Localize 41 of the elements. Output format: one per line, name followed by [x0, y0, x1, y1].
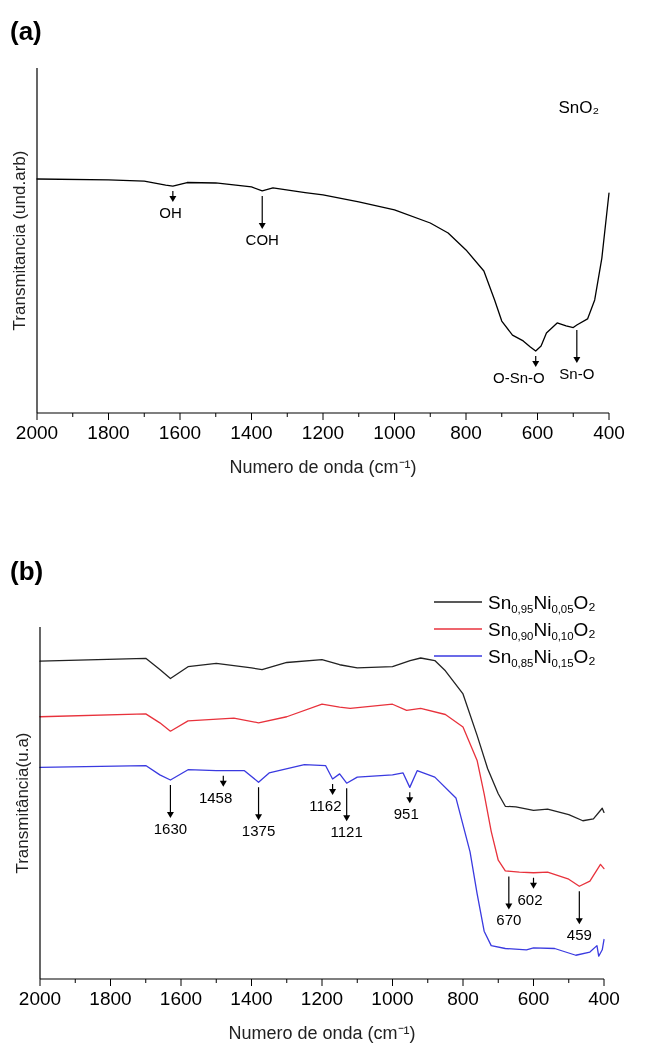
annotation: Sn-O [559, 365, 595, 383]
annotation: 1375 [241, 822, 276, 840]
x-tick-label: 2000 [15, 422, 59, 443]
annotation: 1630 [153, 819, 188, 837]
annotation: 1121 [330, 823, 363, 841]
x-tick-label: 1200 [301, 422, 345, 443]
x-tick-label: 1200 [300, 988, 344, 1009]
annotation: COH [245, 230, 279, 248]
x-tick-label: 400 [593, 422, 625, 443]
x-tick-label: 800 [447, 988, 479, 1009]
legend-label: Sn$_{0,90}$Ni$_{0,10}$O₂ [488, 619, 596, 642]
annotation: 1162 [309, 797, 342, 815]
y-axis-title: Transmitancia (und.arb) [10, 150, 29, 331]
annotation: 670 [496, 911, 522, 929]
x-tick-label: 600 [517, 988, 550, 1009]
chart-title: (a) [10, 16, 42, 46]
annotation: OH [159, 204, 182, 222]
y-axis-title: Transmitância(u.a) [13, 732, 32, 874]
x-tick-label: 800 [450, 422, 482, 443]
annotation: 602 [517, 890, 543, 908]
text: SnO₂ [558, 98, 599, 117]
x-tick-label: 1800 [89, 988, 132, 1009]
x-tick-label: 1000 [371, 988, 414, 1009]
x-tick-label: 1400 [230, 988, 273, 1009]
legend-label: Sn$_{0,95}$Ni$_{0,05}$O₂ [488, 592, 596, 615]
legend-label: Sn$_{0,85}$Ni$_{0,15}$O₂ [488, 646, 596, 669]
x-tick-label: 1000 [373, 422, 416, 443]
x-tick-label: 2000 [18, 988, 62, 1009]
x-tick-label: 1600 [159, 988, 203, 1009]
annotation: 951 [393, 805, 419, 823]
x-axis-title: Numero de onda (cm⁻¹) [229, 457, 417, 477]
x-tick-label: 1800 [87, 422, 130, 443]
annotation: 459 [566, 926, 592, 944]
chart-title: (b) [10, 556, 44, 586]
x-tick-label: 600 [521, 422, 554, 443]
annotation: O-Sn-O [493, 368, 545, 386]
x-tick-label: 1600 [158, 422, 202, 443]
x-axis-title: Numero de onda (cm⁻¹) [228, 1023, 416, 1043]
x-tick-label: 400 [588, 988, 620, 1009]
x-tick-label: 1400 [230, 422, 273, 443]
annotation: 1458 [198, 788, 233, 806]
